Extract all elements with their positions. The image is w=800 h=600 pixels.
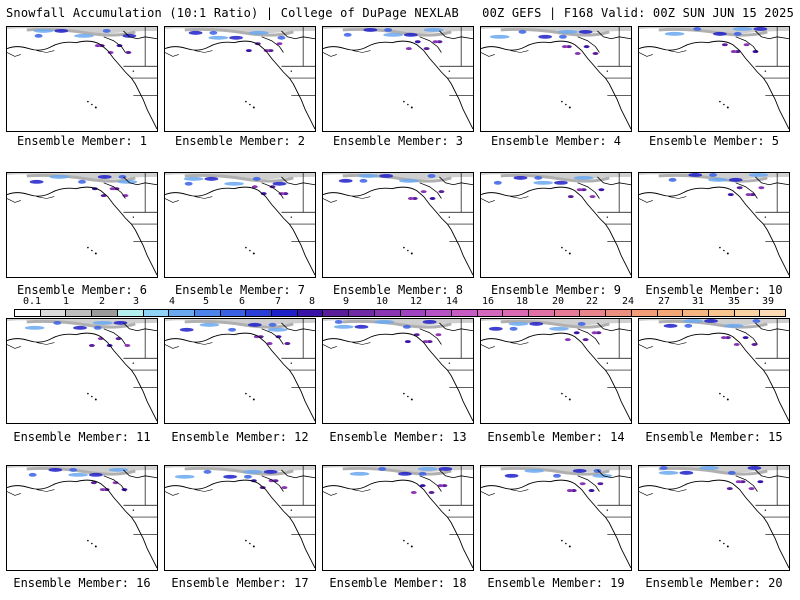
- ensemble-member-label: Ensemble Member: 3: [332, 134, 464, 148]
- colorbar-swatch: [66, 310, 93, 316]
- colorbar-tick-label: 2: [98, 296, 106, 307]
- colorbar-tick-label: 14: [445, 296, 459, 307]
- ensemble-member-map: [164, 318, 316, 424]
- ensemble-member-map: [6, 465, 158, 571]
- colorbar-swatch: [323, 310, 350, 316]
- figure-title: Snowfall Accumulation (10:1 Ratio) | Col…: [6, 6, 459, 20]
- ensemble-member-label: Ensemble Member: 2: [174, 134, 306, 148]
- colorbar-tick-label: 16: [481, 296, 495, 307]
- ensemble-member-map: [6, 172, 158, 278]
- colorbar-swatch: [760, 310, 786, 316]
- ensemble-member-map: [6, 318, 158, 424]
- colorbar-swatch: [451, 310, 478, 316]
- ensemble-member-map: [164, 172, 316, 278]
- run-info: 00Z GEFS | F168 Valid: 00Z SUN JUN 15 20…: [482, 6, 794, 20]
- ensemble-member-label: Ensemble Member: 15: [645, 430, 783, 444]
- colorbar-tick-label: 8: [308, 296, 316, 307]
- colorbar-swatch: [374, 310, 401, 316]
- colorbar-tick-label: 24: [621, 296, 635, 307]
- colorbar-tick-label: 1: [62, 296, 70, 307]
- ensemble-member-label: Ensemble Member: 11: [13, 430, 151, 444]
- colorbar-swatch: [117, 310, 144, 316]
- colorbar-swatch: [631, 310, 658, 316]
- ensemble-member-label: Ensemble Member: 16: [13, 576, 151, 590]
- ensemble-member-label: Ensemble Member: 9: [490, 283, 622, 297]
- colorbar-swatch: [246, 310, 273, 316]
- colorbar-swatch: [426, 310, 452, 316]
- ensemble-member-map: [6, 26, 158, 132]
- colorbar-tick-label: 9: [342, 296, 350, 307]
- ensemble-member-label: Ensemble Member: 8: [332, 283, 464, 297]
- colorbar-tick-label: 5: [202, 296, 210, 307]
- ensemble-member-label: Ensemble Member: 14: [487, 430, 625, 444]
- ensemble-member-label: Ensemble Member: 20: [645, 576, 783, 590]
- colorbar-swatch: [297, 310, 324, 316]
- ensemble-member-label: Ensemble Member: 10: [645, 283, 783, 297]
- ensemble-member-label: Ensemble Member: 13: [329, 430, 467, 444]
- colorbar-swatch: [529, 310, 555, 316]
- ensemble-member-label: Ensemble Member: 19: [487, 576, 625, 590]
- colorbar-swatch: [272, 310, 298, 316]
- colorbar-tick-label: 22: [585, 296, 599, 307]
- colorbar-swatch: [503, 310, 530, 316]
- ensemble-member-label: Ensemble Member: 12: [171, 430, 309, 444]
- ensemble-member-map: [638, 318, 790, 424]
- ensemble-member-map: [322, 172, 474, 278]
- colorbar-swatch: [400, 310, 427, 316]
- colorbar-tick-label: 35: [727, 296, 741, 307]
- colorbar-swatch: [606, 310, 632, 316]
- colorbar-swatch: [708, 310, 735, 316]
- snowfall-colorbar: [14, 309, 786, 317]
- colorbar-swatch: [734, 310, 761, 316]
- colorbar-swatch: [143, 310, 170, 316]
- colorbar-tick-label: 31: [691, 296, 705, 307]
- colorbar-tick-label: 10: [375, 296, 389, 307]
- ensemble-member-label: Ensemble Member: 7: [174, 283, 306, 297]
- ensemble-member-label: Ensemble Member: 17: [171, 576, 309, 590]
- ensemble-member-label: Ensemble Member: 5: [648, 134, 780, 148]
- ensemble-member-map: [164, 465, 316, 571]
- colorbar-swatch: [554, 310, 581, 316]
- ensemble-member-map: [322, 318, 474, 424]
- colorbar-tick-label: 3: [132, 296, 140, 307]
- colorbar-swatch: [15, 310, 41, 316]
- colorbar-tick-label: 4: [168, 296, 176, 307]
- colorbar-swatch: [169, 310, 195, 316]
- ensemble-member-map: [322, 465, 474, 571]
- colorbar-swatch: [220, 310, 247, 316]
- ensemble-member-label: Ensemble Member: 6: [16, 283, 148, 297]
- colorbar-swatch: [683, 310, 709, 316]
- colorbar-tick-label: 20: [551, 296, 565, 307]
- ensemble-member-map: [480, 318, 632, 424]
- colorbar-tick-label: 18: [515, 296, 529, 307]
- ensemble-member-label: Ensemble Member: 4: [490, 134, 622, 148]
- colorbar-swatch: [194, 310, 221, 316]
- ensemble-member-map: [638, 172, 790, 278]
- colorbar-tick-label: 7: [274, 296, 282, 307]
- colorbar-swatch: [40, 310, 67, 316]
- ensemble-member-map: [322, 26, 474, 132]
- colorbar-swatch: [349, 310, 375, 316]
- colorbar-swatch: [657, 310, 684, 316]
- ensemble-member-label: Ensemble Member: 1: [16, 134, 148, 148]
- colorbar-tick-label: 39: [761, 296, 775, 307]
- ensemble-member-map: [480, 172, 632, 278]
- colorbar-tick-label: 0.1: [22, 296, 42, 307]
- colorbar-tick-label: 6: [238, 296, 246, 307]
- ensemble-member-map: [638, 26, 790, 132]
- ensemble-member-map: [480, 465, 632, 571]
- ensemble-member-map: [480, 26, 632, 132]
- colorbar-swatch: [580, 310, 607, 316]
- ensemble-member-label: Ensemble Member: 18: [329, 576, 467, 590]
- ensemble-member-map: [164, 26, 316, 132]
- ensemble-member-map: [638, 465, 790, 571]
- colorbar-swatch: [477, 310, 504, 316]
- colorbar-tick-label: 12: [409, 296, 423, 307]
- colorbar-swatch: [92, 310, 118, 316]
- colorbar-tick-label: 27: [657, 296, 671, 307]
